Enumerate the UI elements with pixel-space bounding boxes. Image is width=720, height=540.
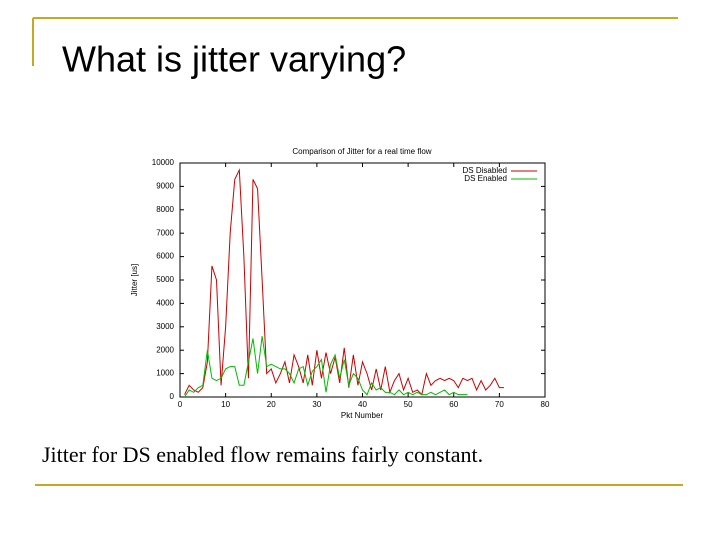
x-axis-label: Pkt Number [341, 411, 384, 420]
x-tick-label: 70 [495, 400, 504, 409]
y-tick-label: 6000 [156, 252, 174, 261]
legend-label: DS Disabled [463, 166, 507, 175]
y-tick-label: 4000 [156, 299, 174, 308]
legend-label: DS Enabled [464, 174, 507, 183]
y-tick-label: 2000 [156, 345, 174, 354]
x-tick-label: 0 [178, 400, 183, 409]
x-tick-label: 40 [358, 400, 367, 409]
x-tick-label: 10 [221, 400, 230, 409]
y-tick-label: 7000 [156, 228, 174, 237]
y-tick-label: 5000 [156, 275, 174, 284]
y-tick-label: 9000 [156, 182, 174, 191]
series-line [184, 336, 468, 398]
y-tick-label: 8000 [156, 205, 174, 214]
y-tick-label: 3000 [156, 322, 174, 331]
x-tick-label: 30 [312, 400, 321, 409]
slide-title: What is jitter varying? [62, 39, 406, 80]
x-tick-label: 80 [541, 400, 550, 409]
caption: Jitter for DS enabled flow remains fairl… [42, 442, 483, 467]
x-tick-label: 50 [404, 400, 413, 409]
x-tick-label: 20 [267, 400, 276, 409]
x-tick-label: 60 [449, 400, 458, 409]
series-line [184, 168, 504, 396]
y-tick-label: 0 [170, 392, 175, 401]
y-tick-label: 10000 [152, 158, 175, 167]
y-axis-label: Jitter [us] [130, 264, 139, 296]
chart-title: Comparison of Jitter for a real time flo… [292, 147, 431, 156]
y-tick-label: 1000 [156, 369, 174, 378]
